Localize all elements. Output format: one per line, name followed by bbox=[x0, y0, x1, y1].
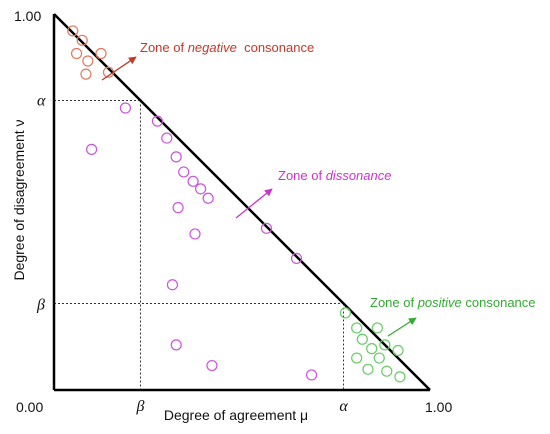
data-point-s1-14 bbox=[170, 339, 182, 351]
data-point-s1-16 bbox=[305, 369, 318, 381]
zone-positive-arrow bbox=[387, 317, 417, 337]
data-point-s1-12 bbox=[290, 252, 303, 264]
y-tick-label-alpha: α bbox=[37, 92, 46, 109]
data-point-s1-2 bbox=[161, 132, 173, 144]
zone-negative-arrow bbox=[101, 56, 137, 81]
data-point-s1-11 bbox=[260, 222, 273, 234]
x-axis-label: Degree of agreement μ bbox=[164, 407, 308, 423]
data-point-s0-3 bbox=[70, 47, 83, 60]
data-point-s0-4 bbox=[82, 55, 94, 67]
zone-positive-prefix: Zone of bbox=[370, 295, 418, 310]
data-points bbox=[67, 25, 406, 383]
zone-negative-suffix: consonance bbox=[237, 40, 314, 55]
data-point-s2-0 bbox=[339, 307, 351, 319]
data-point-s1-1 bbox=[151, 115, 163, 127]
zone-negative-label: Zone of negative consonance bbox=[140, 40, 314, 55]
zone-dissonance-arrow bbox=[235, 188, 273, 219]
zone-dissonance-prefix: Zone of bbox=[278, 168, 326, 183]
data-point-s0-0 bbox=[67, 25, 79, 37]
zone-dissonance-label: Zone of dissonance bbox=[278, 168, 391, 183]
zone-positive-label: Zone of positive consonance bbox=[370, 295, 536, 310]
data-point-s1-13 bbox=[166, 279, 179, 291]
data-point-s1-0 bbox=[119, 102, 132, 114]
data-point-s2-3 bbox=[356, 333, 368, 345]
data-point-s0-6 bbox=[80, 68, 92, 80]
x-tick-label-0: 0.00 bbox=[16, 399, 43, 415]
data-point-s2-9 bbox=[362, 363, 374, 375]
data-point-s1-15 bbox=[206, 359, 218, 372]
data-point-s2-1 bbox=[351, 322, 363, 334]
y-tick-label-1: 1.00 bbox=[14, 8, 41, 24]
zone-negative-emph: negative bbox=[188, 40, 237, 55]
data-point-s2-10 bbox=[381, 365, 393, 377]
data-point-s2-4 bbox=[366, 343, 378, 355]
zone-positive-emph: positive bbox=[417, 295, 462, 310]
data-point-s1-9 bbox=[172, 202, 184, 214]
data-point-s0-1 bbox=[76, 34, 88, 46]
zone-dissonance-emph: dissonance bbox=[326, 168, 392, 183]
x-tick-label-alpha: α bbox=[339, 398, 348, 415]
data-point-s2-5 bbox=[379, 339, 391, 351]
data-point-s1-10 bbox=[189, 228, 201, 240]
data-point-s1-4 bbox=[170, 151, 182, 163]
zone-negative-prefix: Zone of bbox=[140, 40, 188, 55]
diagonal-line bbox=[53, 13, 431, 391]
y-tick-label-beta: β bbox=[36, 297, 45, 314]
y-axis-label: Degree of disagreement ν bbox=[11, 119, 27, 280]
data-point-s2-7 bbox=[351, 352, 363, 364]
zone-positive-suffix: consonance bbox=[462, 295, 536, 310]
data-point-s2-6 bbox=[392, 344, 404, 357]
data-point-s2-8 bbox=[373, 352, 385, 364]
data-point-s2-11 bbox=[394, 371, 406, 383]
data-point-s1-3 bbox=[85, 143, 98, 155]
x-tick-label-1: 1.00 bbox=[425, 399, 452, 415]
data-point-s2-2 bbox=[371, 322, 383, 334]
data-point-s0-2 bbox=[95, 47, 107, 60]
x-tick-label-beta: β bbox=[135, 398, 144, 415]
data-point-s1-8 bbox=[202, 192, 214, 204]
data-point-s1-6 bbox=[187, 175, 199, 187]
data-point-s1-7 bbox=[195, 183, 207, 195]
data-point-s1-5 bbox=[178, 166, 190, 178]
